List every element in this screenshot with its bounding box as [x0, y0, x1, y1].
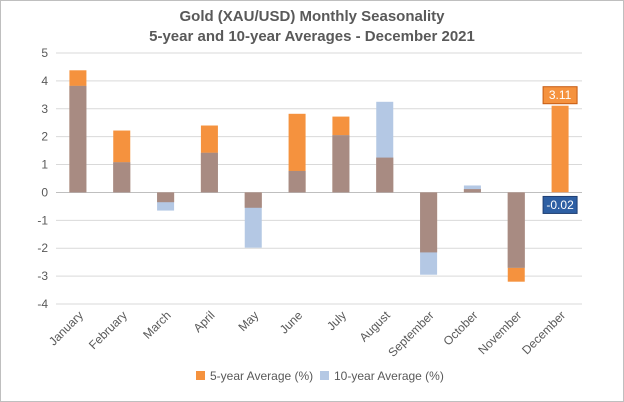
bar-overlap-january [69, 85, 87, 193]
x-tick-label: October [440, 308, 480, 348]
x-tick-label: September [385, 308, 436, 359]
legend-swatch-5yr [196, 371, 205, 380]
bar-overlap-february [113, 162, 131, 193]
y-tick-label: 5 [41, 46, 48, 60]
bar-10yr-december [551, 192, 569, 194]
data-label-5yr: 3.11 [542, 86, 578, 105]
y-tick-label: 3 [41, 102, 48, 116]
x-axis-labels: January February March April May June July Augu… [46, 308, 568, 360]
y-tick-label: 4 [41, 74, 48, 88]
y-tick-label: -4 [37, 297, 48, 311]
y-tick-label: 1 [41, 158, 48, 172]
y-tick-label: -1 [37, 213, 48, 227]
bars [69, 70, 569, 282]
bar-10yr-october [463, 185, 481, 193]
x-tick-label: February [86, 308, 130, 352]
bar-overlap-may [244, 192, 262, 208]
y-tick-label: -2 [37, 241, 48, 255]
data-label-box [542, 195, 578, 214]
x-tick-label: January [46, 308, 86, 348]
x-tick-label: November [475, 308, 524, 357]
bar-overlap-june [288, 170, 306, 193]
grid-lines [56, 52, 582, 305]
legend: 5-year Average (%) 10-year Average (%) [196, 369, 444, 383]
x-tick-label: March [140, 308, 173, 341]
x-tick-label: August [357, 308, 394, 345]
bar-overlap-september [420, 192, 438, 253]
data-label-text: 3.11 [549, 88, 572, 102]
data-label-box [542, 86, 578, 105]
x-tick-label: April [191, 308, 218, 335]
bar-overlap-march [157, 192, 175, 203]
bar-overlap-november [507, 192, 525, 268]
y-tick-label: -3 [37, 269, 48, 283]
data-label-text: -0.02 [546, 198, 574, 212]
x-tick-label: July [324, 308, 349, 333]
bar-overlap-august [376, 157, 394, 193]
y-tick-label: 2 [41, 130, 48, 144]
data-label-10yr: -0.02 [542, 195, 578, 214]
legend-label-10yr: 10-year Average (%) [334, 369, 444, 383]
bar-overlap-july [332, 135, 350, 193]
bar-5yr-december [551, 105, 569, 193]
legend-label-5yr: 5-year Average (%) [210, 369, 313, 383]
legend-swatch-10yr [320, 371, 329, 380]
bar-overlap-october [463, 189, 481, 193]
x-tick-label: June [277, 308, 306, 337]
y-axis-ticks: 5 4 3 2 1 0 -1 -2 -3 -4 [37, 46, 48, 311]
y-tick-label: 0 [41, 185, 48, 199]
x-tick-label: December [519, 308, 568, 357]
bar-overlap-april [200, 152, 218, 193]
chart-subtitle: 5-year and 10-year Averages - December 2… [149, 28, 475, 45]
data-labels: 3.11 -0.02 [542, 86, 578, 214]
chart-title: Gold (XAU/USD) Monthly Seasonality [179, 8, 445, 25]
x-tick-label: May [235, 308, 261, 334]
